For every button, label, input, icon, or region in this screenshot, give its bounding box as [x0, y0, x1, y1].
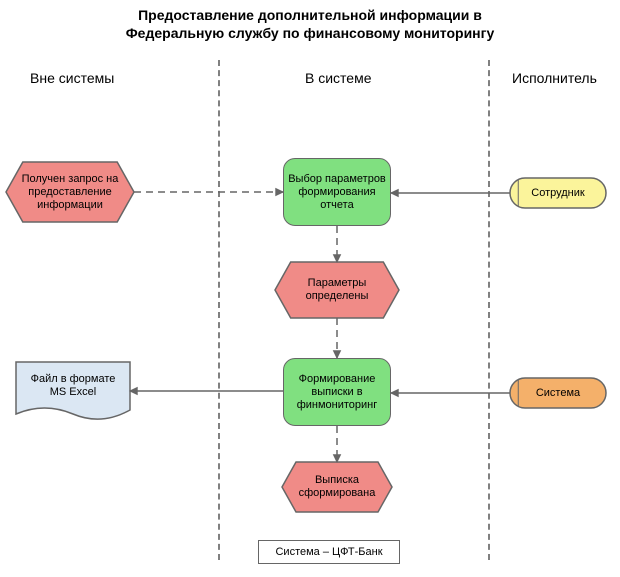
node-n_file [16, 362, 130, 428]
title-line2: Федеральную службу по финансовому монито… [126, 25, 495, 41]
node-n_request [6, 162, 134, 222]
edge-n_select-n_params [327, 216, 349, 272]
lane-header-actor: Исполнитель [512, 70, 597, 86]
lane-header-outside: Вне системы [30, 70, 114, 86]
edge-n_employee-n_select [381, 183, 520, 205]
node-n_system [510, 378, 606, 408]
edge-n_request-n_select [124, 182, 293, 204]
node-n_employee [510, 178, 606, 208]
lane-divider-2 [488, 60, 490, 560]
edge-n_params-n_form [327, 308, 349, 368]
title-line1: Предоставление дополнительной информации… [138, 7, 482, 23]
lane-divider-1 [218, 60, 220, 560]
lane-header-inside: В системе [305, 70, 372, 86]
edge-n_system-n_form [381, 383, 520, 405]
diagram-title: Предоставление дополнительной информации… [0, 6, 620, 42]
edge-n_form-n_result [327, 416, 349, 472]
footer-system-label: Система – ЦФТ-Банк [258, 540, 400, 564]
edge-n_form-n_file [120, 381, 293, 403]
